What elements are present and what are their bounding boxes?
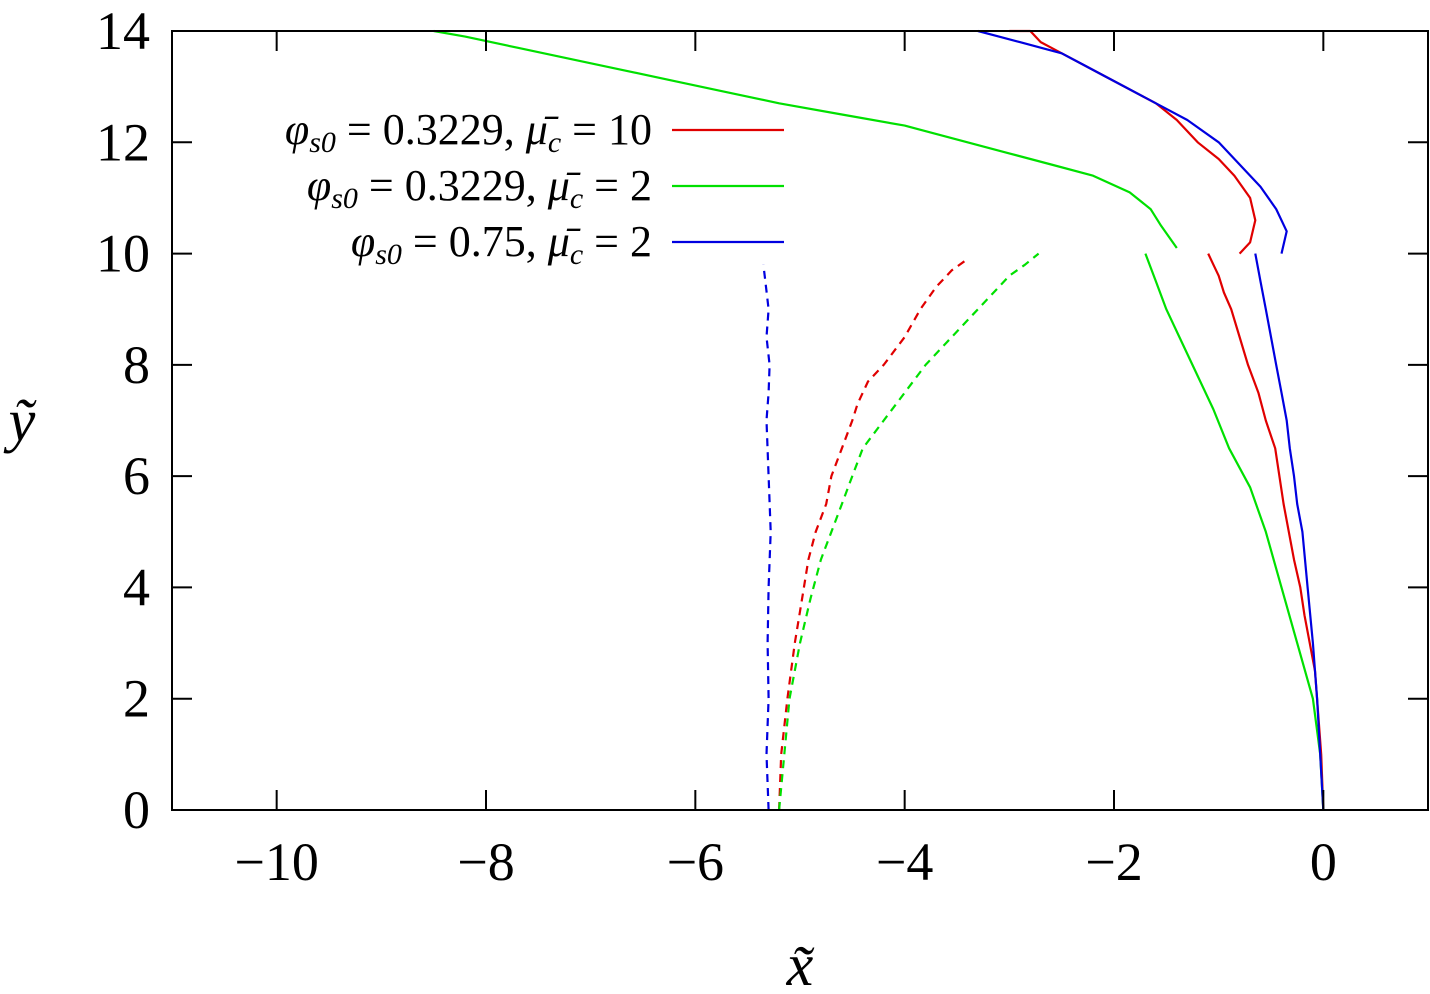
legend-entry-label: φs0 = 0.3229, μ̄c = 2 <box>307 161 652 215</box>
legend-entry-label: φs0 = 0.3229, μ̄c = 10 <box>285 105 652 159</box>
x-tick-label: −6 <box>667 832 724 892</box>
x-tick-label: −10 <box>234 832 318 892</box>
series-line-8-dashed <box>762 264 772 811</box>
series-line-2-dashed <box>778 258 969 811</box>
y-axis-label: ỹ <box>3 388 37 454</box>
series-line-6 <box>1254 253 1325 811</box>
series-line-4 <box>433 29 1178 249</box>
series-line-5-dashed <box>778 252 1040 811</box>
x-tick-label: 0 <box>1310 832 1337 892</box>
axis-ticks: −10 −8 −6 −4 −2 0 0 2 4 6 8 10 12 14 <box>96 1 1428 892</box>
x-axis-label: x̃ <box>786 932 815 994</box>
series-line-0 <box>1207 253 1325 811</box>
y-tick-label: 10 <box>96 224 150 284</box>
x-tick-label: −4 <box>876 832 933 892</box>
series-line-3 <box>1144 253 1325 811</box>
x-tick-label: −8 <box>457 832 514 892</box>
y-tick-label: 14 <box>96 1 150 61</box>
x-tick-label: −2 <box>1085 832 1142 892</box>
series-line-7 <box>977 29 1288 254</box>
plot-lines <box>433 29 1325 811</box>
plot-frame <box>171 30 1429 811</box>
y-tick-label: 4 <box>123 557 150 617</box>
y-tick-label: 6 <box>123 446 150 506</box>
y-tick-label: 0 <box>123 780 150 840</box>
y-tick-label: 12 <box>96 112 150 172</box>
y-tick-label: 2 <box>123 669 150 729</box>
legend-entry-label: φs0 = 0.75, μ̄c = 2 <box>351 217 652 271</box>
series-line-1 <box>1009 29 1257 255</box>
y-tick-label: 8 <box>123 335 150 395</box>
